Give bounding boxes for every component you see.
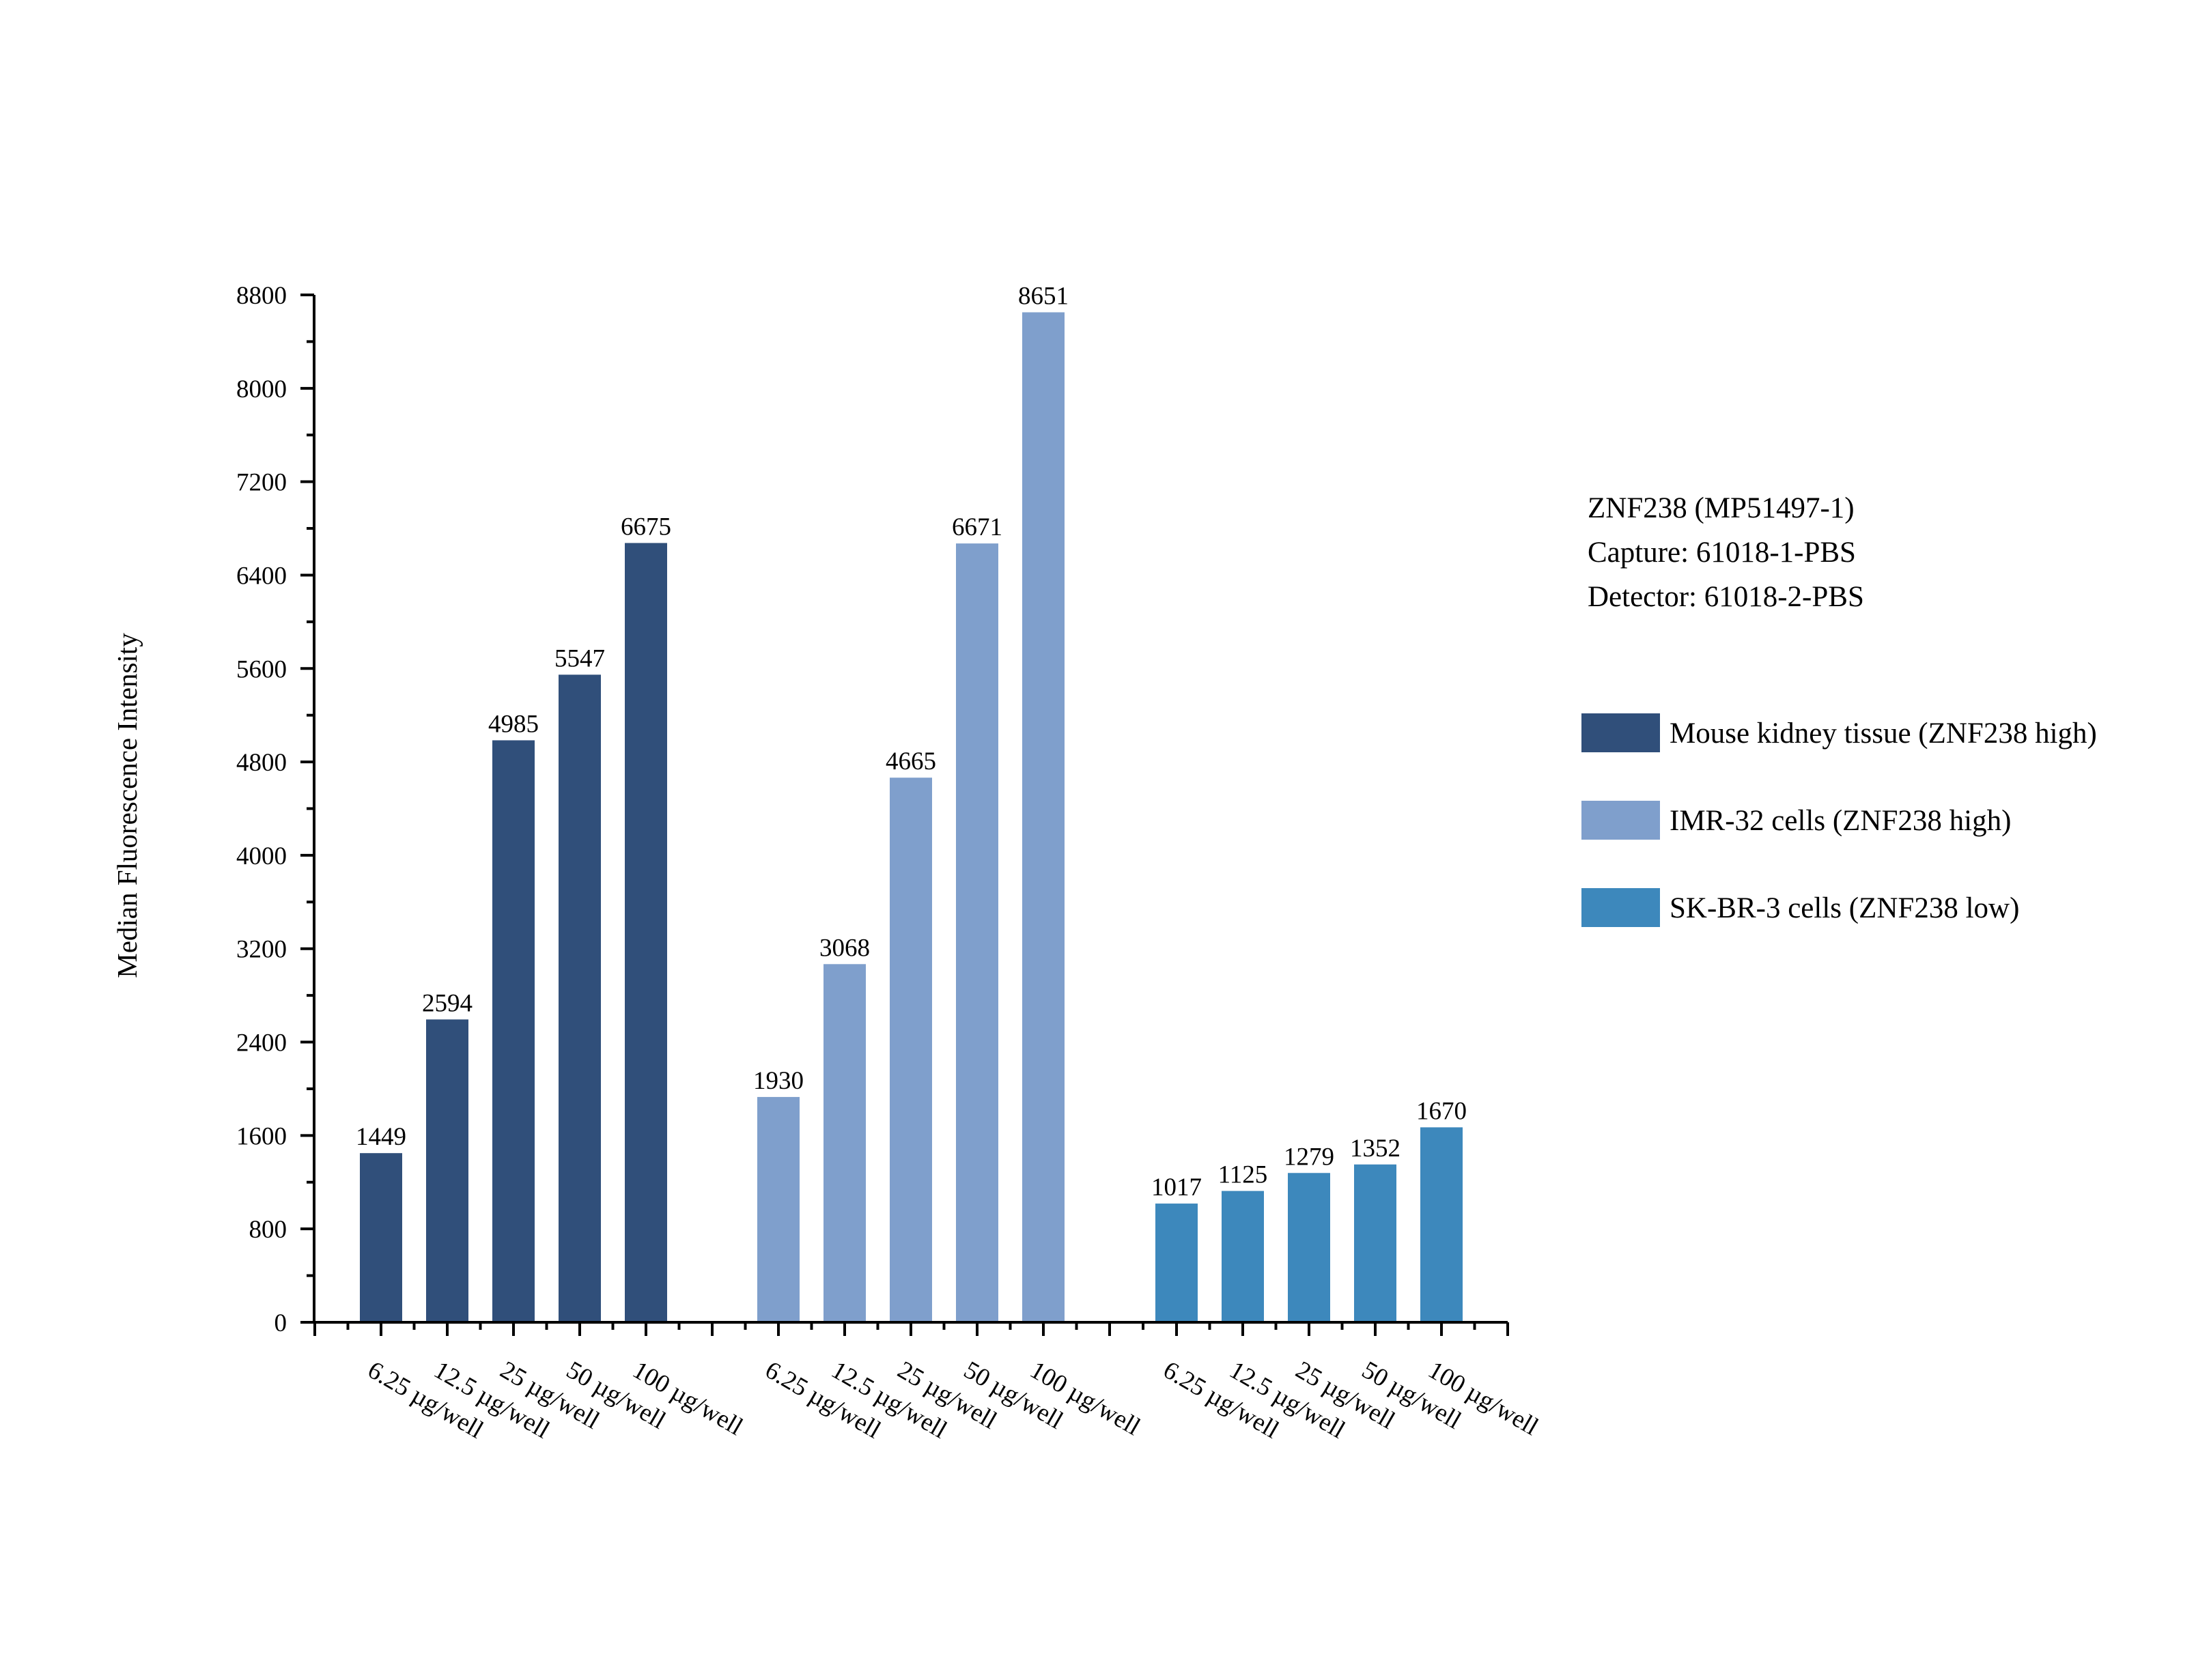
bar	[360, 1153, 402, 1322]
bar	[890, 778, 932, 1322]
chart-info: ZNF238 (MP51497-1) Capture: 61018-1-PBS De…	[1588, 492, 1864, 613]
legend-swatch	[1581, 801, 1660, 840]
bar-value-label: 6671	[952, 513, 1002, 541]
bar	[1354, 1164, 1396, 1322]
bar-value-label: 1449	[356, 1123, 406, 1151]
bar-value-label: 8651	[1018, 282, 1069, 310]
y-tick-label: 7200	[236, 469, 287, 497]
bar	[426, 1019, 468, 1322]
bar-value-label: 4665	[886, 748, 936, 775]
bar	[1288, 1173, 1330, 1322]
bar	[1420, 1127, 1463, 1322]
y-axis-ticks: 0 800 1600 2400 3200 4000 4800 5600 6400 7200 8000…	[236, 282, 314, 1337]
bar-value-label: 1017	[1151, 1173, 1202, 1201]
bar-value-label: 3068	[819, 934, 870, 962]
legend-label: SK-BR-3 cells (ZNF238 low)	[1670, 892, 2019, 924]
legend-swatch	[1581, 713, 1660, 752]
bar-value-label: 5547	[554, 644, 605, 672]
bar-value-label: 1930	[753, 1067, 804, 1095]
bar-value-label: 2594	[422, 989, 473, 1017]
bar	[1222, 1191, 1264, 1322]
y-tick-label: 4000	[236, 842, 287, 870]
bar	[1022, 312, 1065, 1322]
y-tick-label: 5600	[236, 655, 287, 683]
y-tick-label: 8800	[236, 282, 287, 310]
bar	[824, 964, 866, 1322]
legend-label: IMR-32 cells (ZNF238 high)	[1670, 805, 2011, 837]
annotation-line: Capture: 61018-1-PBS	[1588, 537, 1856, 569]
annotation-line: ZNF238 (MP51497-1)	[1588, 492, 1855, 524]
annotation-line: Detector: 61018-2-PBS	[1588, 581, 1864, 613]
bar-value-label: 1670	[1416, 1097, 1467, 1125]
axes	[313, 295, 1509, 1336]
bar-value-label: 1279	[1284, 1143, 1334, 1171]
bar-value-label: 1125	[1218, 1161, 1268, 1189]
bar	[757, 1096, 800, 1322]
y-axis-title: Median Fluorescence Intensity	[111, 633, 143, 978]
y-tick-label: 6400	[236, 562, 287, 590]
y-tick-label: 8000	[236, 375, 287, 403]
bars: 1449 2594 4985 5547 6675 1930 3068 4665 6671 8651…	[356, 282, 1467, 1322]
y-tick-label: 2400	[236, 1029, 287, 1057]
bar	[956, 543, 998, 1322]
y-tick-label: 4800	[236, 749, 287, 777]
y-tick-label: 0	[274, 1309, 287, 1337]
y-tick-label: 3200	[236, 936, 287, 964]
legend-swatch	[1581, 888, 1660, 927]
bar	[1155, 1204, 1198, 1322]
legend-label: Mouse kidney tissue (ZNF238 high)	[1670, 717, 2097, 750]
legend: Mouse kidney tissue (ZNF238 high) IMR-32 …	[1581, 713, 2097, 927]
bar	[559, 674, 601, 1322]
bar-value-label: 4985	[488, 710, 539, 738]
bar	[625, 543, 667, 1322]
y-tick-label: 800	[249, 1216, 287, 1244]
bar-value-label: 1352	[1350, 1135, 1400, 1163]
y-tick-label: 1600	[236, 1122, 287, 1150]
bar-value-label: 6675	[621, 513, 671, 541]
bar	[492, 740, 535, 1322]
